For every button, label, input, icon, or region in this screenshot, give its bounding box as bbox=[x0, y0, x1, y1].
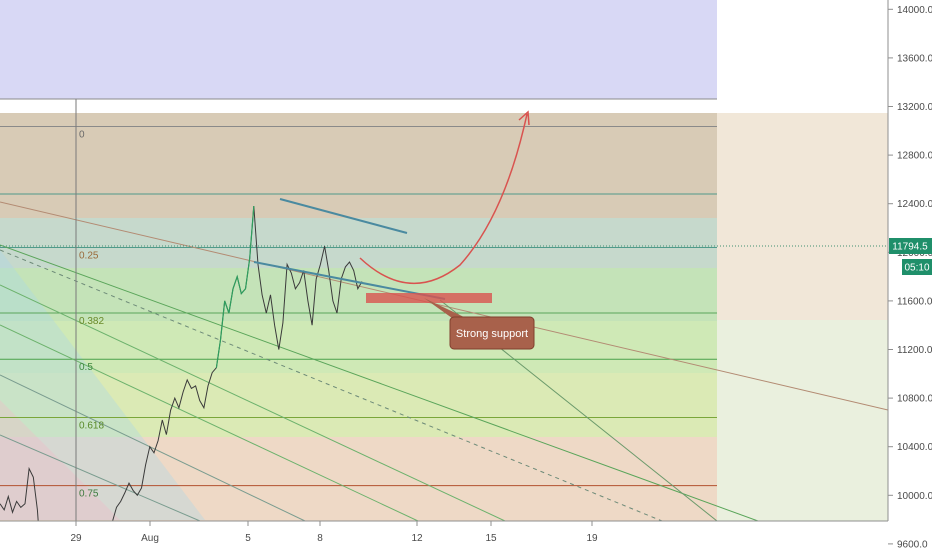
projected-path bbox=[359, 113, 528, 284]
y-tick-label: 13600.0 bbox=[897, 53, 932, 64]
fib-band-0382-05 bbox=[0, 268, 717, 321]
countdown-tag bbox=[902, 259, 932, 275]
fib-level-label: 0.618 bbox=[79, 421, 104, 432]
y-tick-label: 10000.0 bbox=[897, 491, 932, 502]
y-tick-label: 11600.0 bbox=[897, 296, 932, 307]
fan-region-pink bbox=[0, 400, 120, 520]
fib-level-label: 0.75 bbox=[79, 489, 99, 500]
fib-level-label: 0.25 bbox=[79, 250, 99, 261]
fib-extension-lower bbox=[717, 320, 888, 521]
support-zone bbox=[366, 293, 492, 303]
callout-text: Strong support bbox=[456, 328, 528, 340]
fan-line-brown bbox=[0, 201, 888, 411]
price-series bbox=[0, 206, 363, 521]
fan-line-green-5 bbox=[0, 434, 201, 521]
fib-level-label: 0.382 bbox=[79, 316, 104, 327]
y-tick-label: 14000.0 bbox=[897, 5, 932, 16]
fib-band-075-1 bbox=[0, 437, 717, 521]
y-tick-label: 12400.0 bbox=[897, 199, 932, 210]
y-tick-label: 13200.0 bbox=[897, 102, 932, 113]
x-tick-label: 12 bbox=[411, 533, 423, 544]
fib-extension-upper bbox=[717, 113, 888, 320]
fan-line-green-4 bbox=[0, 374, 306, 521]
fan-line-green-2 bbox=[0, 284, 506, 521]
fan-line-green-3 bbox=[0, 324, 419, 521]
fib-band-025-0382 bbox=[0, 218, 717, 268]
wedge-upper-line bbox=[279, 198, 408, 234]
callout-box bbox=[449, 316, 535, 350]
x-tick-label: Aug bbox=[141, 533, 159, 544]
x-tick-label: 8 bbox=[317, 533, 323, 544]
wedge-lower-line bbox=[253, 261, 446, 300]
y-tick-label: 12800.0 bbox=[897, 151, 932, 162]
fib-band-05-0618 bbox=[0, 321, 717, 373]
projected-arrowhead bbox=[518, 110, 530, 126]
fib-band-top bbox=[0, 0, 717, 99]
current-price-label: 11794.5 bbox=[892, 242, 928, 253]
x-tick-label: 15 bbox=[485, 533, 497, 544]
current-price-tag bbox=[889, 238, 932, 254]
y-tick-label: 11200.0 bbox=[897, 345, 932, 356]
callout-pointer bbox=[424, 298, 466, 318]
x-tick-label: 19 bbox=[586, 533, 598, 544]
price-line bbox=[0, 206, 363, 521]
countdown-label: 05:10 bbox=[904, 263, 929, 274]
price-line-rally bbox=[215, 206, 255, 368]
fib-band-0618-075 bbox=[0, 373, 717, 437]
fib-level-label: 0 bbox=[79, 130, 85, 141]
y-tick-label: 9600.0 bbox=[897, 539, 928, 550]
y-tick-label: 10800.0 bbox=[897, 394, 932, 405]
fib-band-0-025 bbox=[0, 113, 717, 218]
x-tick-label: 5 bbox=[245, 533, 251, 544]
x-tick-label: 29 bbox=[70, 533, 82, 544]
fan-line-green-1 bbox=[0, 244, 759, 521]
fib-level-label: 0.5 bbox=[79, 362, 93, 373]
y-tick-label: 10400.0 bbox=[897, 442, 932, 453]
